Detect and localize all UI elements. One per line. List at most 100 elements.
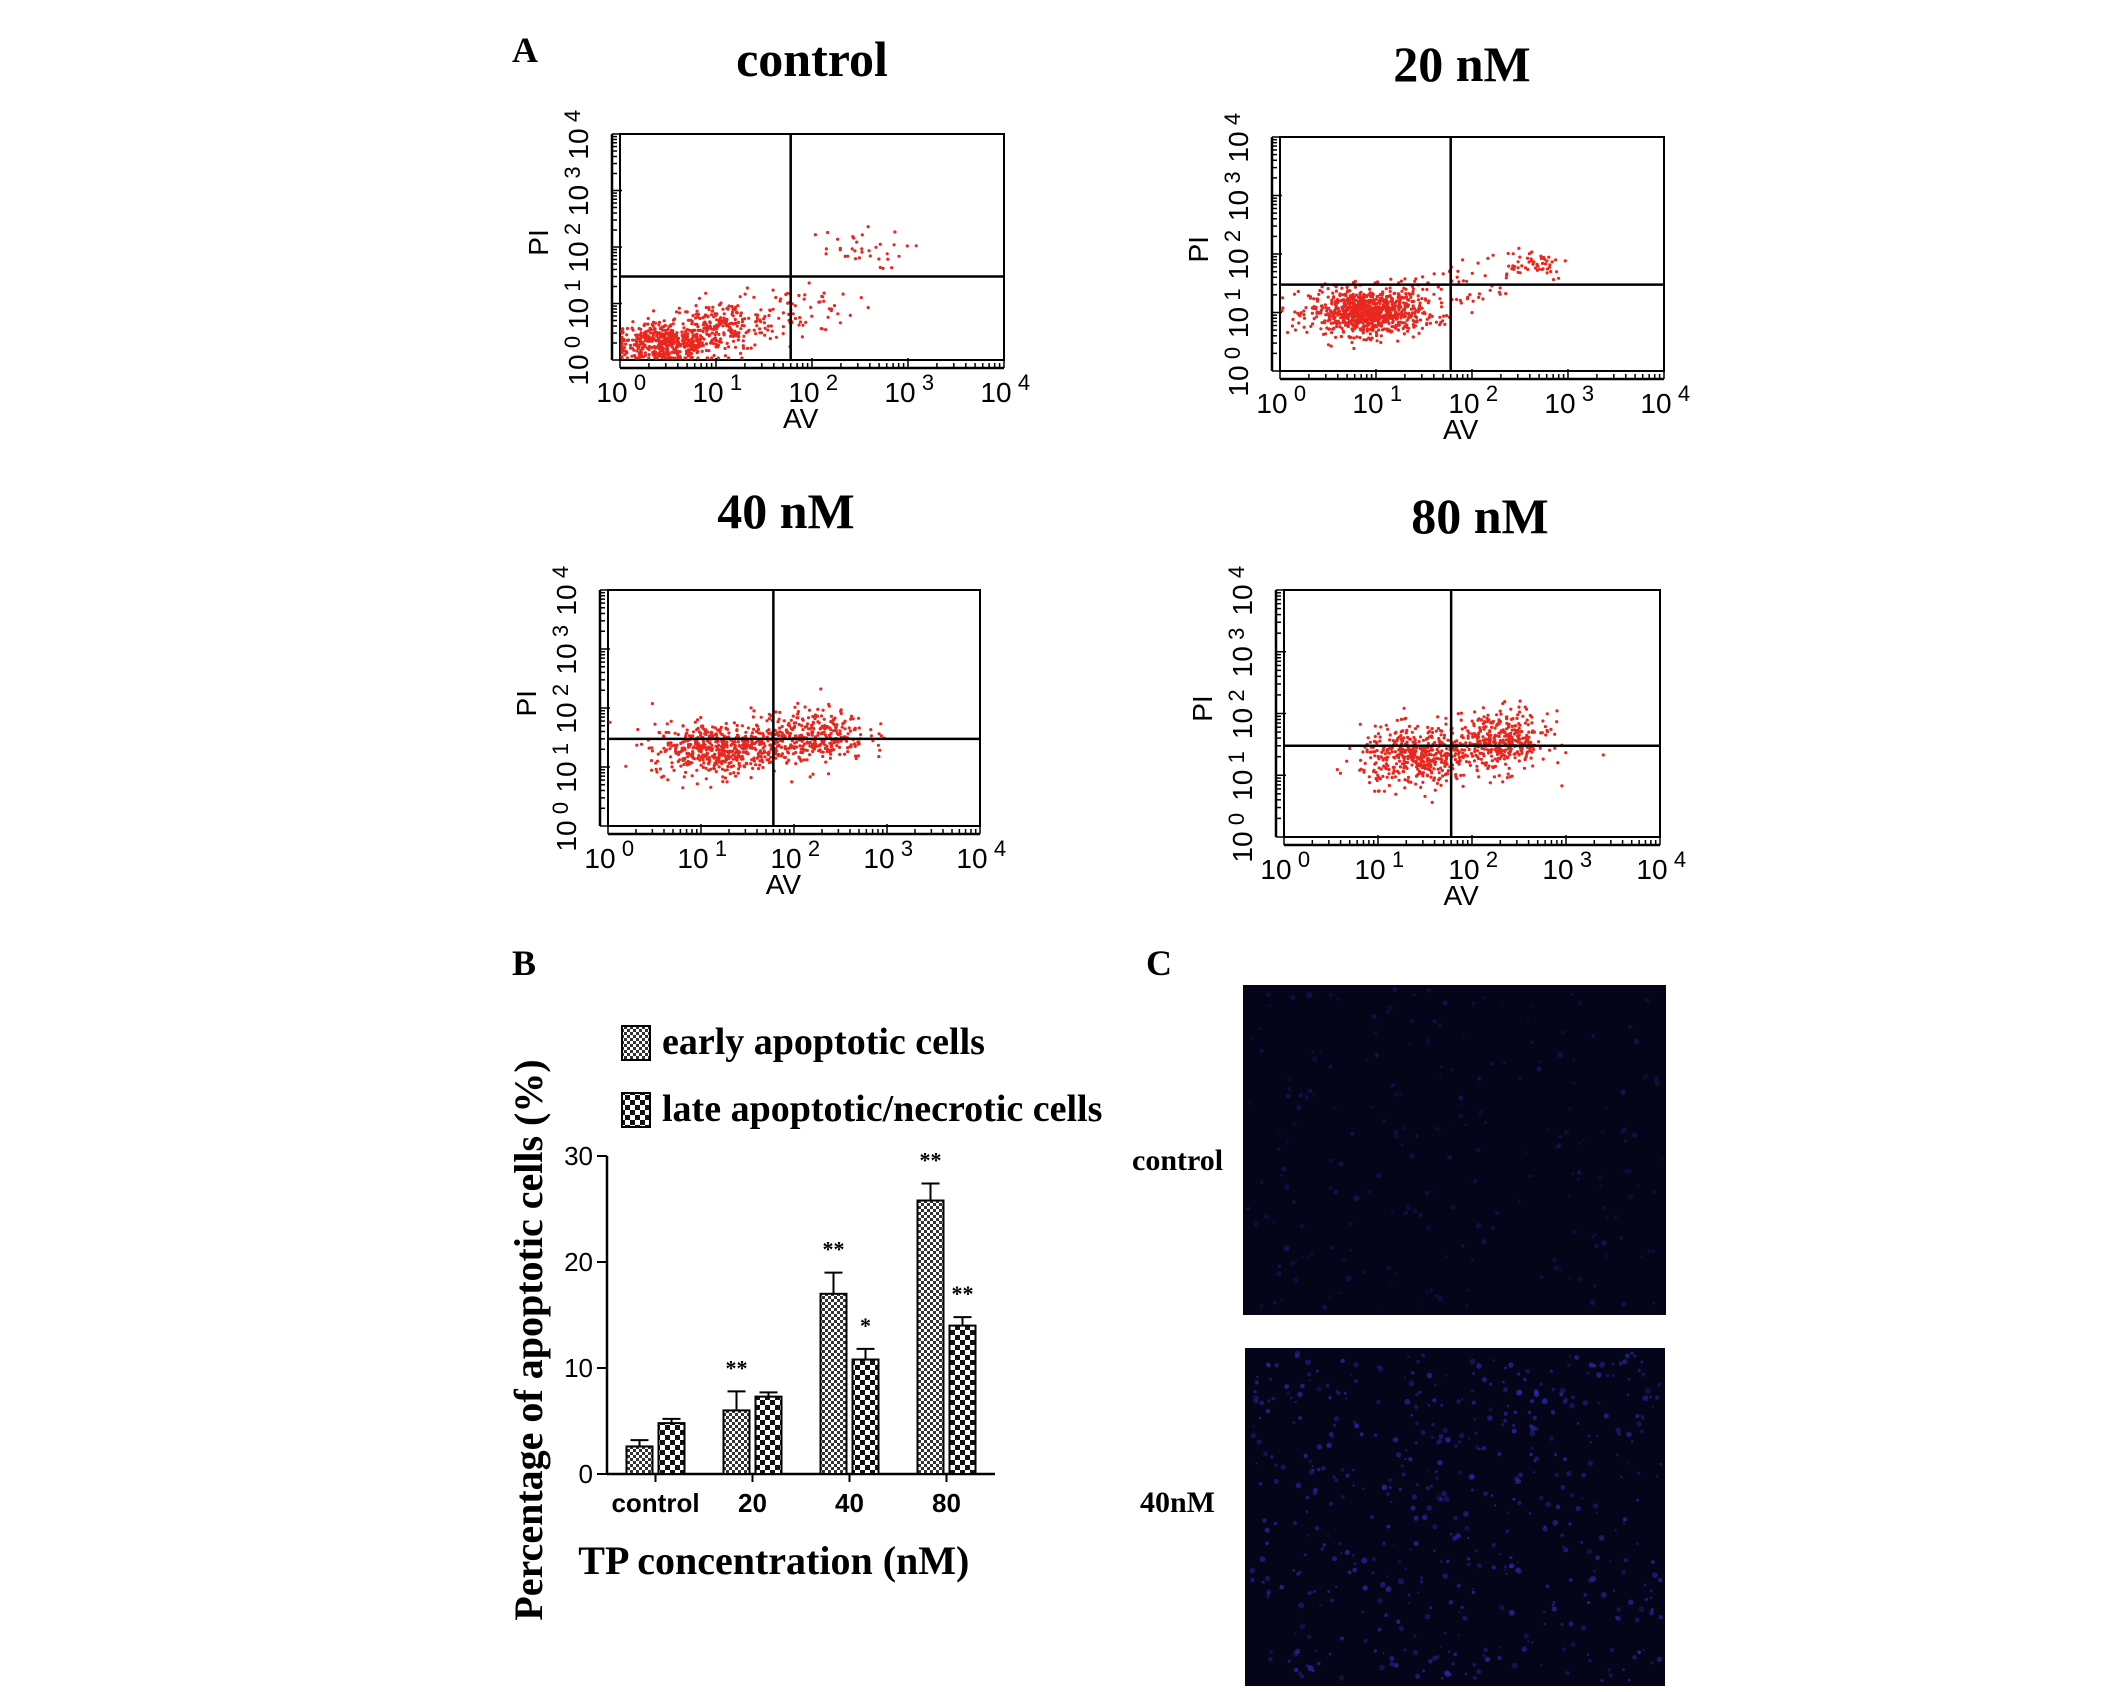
cell-dot [1523,1633,1529,1639]
event-dot [675,743,679,747]
cell-dot [1655,1395,1660,1400]
cell-dot [1328,992,1334,997]
event-dot [723,754,727,758]
event-dot [1498,731,1502,735]
event-dot [836,237,840,241]
event-dot [647,336,651,340]
event-dot [1481,735,1485,739]
cell-dot [1337,1291,1341,1295]
cell-dot [1458,1610,1461,1614]
event-dot [1530,730,1534,735]
event-dot [703,320,707,324]
event-dot [625,326,630,331]
legend-label: early apoptotic cells [662,1021,985,1063]
event-dot [1340,305,1344,310]
event-dot [1345,285,1349,289]
event-dot [668,747,672,751]
y-tick-label: 10 [1227,831,1258,862]
bar-y-axis-label: Percentage of apoptotic cells (%) [506,1059,551,1620]
event-dot [1505,776,1509,780]
event-dot [1530,250,1534,254]
event-dot [1404,295,1408,299]
cell-dot [1474,1549,1478,1553]
event-dot [683,356,687,360]
event-dot [701,329,705,334]
event-dot [827,772,831,776]
cell-dot [1576,1421,1580,1425]
event-dot [693,347,698,352]
cell-dot [1348,1221,1353,1226]
event-dot [1419,785,1423,790]
event-dot [1367,775,1371,779]
panel-c-letter: C [1146,943,1172,983]
cell-dot [1554,1144,1560,1150]
event-dot [1317,292,1321,296]
cell-dot [1508,1609,1515,1616]
cell-dot [1381,1484,1388,1491]
cell-dot [1517,1372,1521,1376]
event-dot [1521,714,1525,718]
event-dot [1506,734,1510,739]
event-dot [1342,315,1346,319]
event-dot [860,247,864,251]
event-dot [1491,765,1495,769]
event-dot [691,314,695,318]
cell-dot [1482,996,1486,1000]
event-dot [1442,733,1447,737]
event-dot [1346,323,1350,327]
event-dot [1438,315,1442,319]
event-dot [1420,297,1424,301]
event-dot [704,766,708,771]
event-dot [728,772,732,776]
event-dot [1536,264,1540,268]
cell-dot [1425,1486,1430,1491]
event-dot [1372,302,1376,306]
event-dot [824,746,828,751]
event-dot [1421,780,1425,785]
event-dot [1355,305,1359,309]
event-dot [636,727,640,732]
event-dot [1445,753,1449,757]
event-dot [1387,751,1391,755]
event-dot [1414,309,1418,313]
event-dot [1373,789,1377,793]
cell-dot [1560,1533,1564,1537]
y-tick-exponent: 3 [548,625,573,637]
event-dot [1384,723,1388,727]
event-dot [1404,301,1408,305]
cell-dot [1523,1377,1527,1382]
event-dot [1355,319,1359,323]
cell-dot [1265,1541,1269,1546]
cell-dot [1408,1380,1415,1387]
event-dot [1516,266,1520,270]
event-dot [1374,315,1378,319]
y-tick-label: 10 [1227,770,1258,801]
cell-dot [1318,1050,1322,1055]
cell-dot [1293,1521,1298,1526]
cell-dot [1376,1365,1381,1369]
event-dot [767,717,771,721]
event-dot [1338,293,1342,298]
event-dot [733,740,737,744]
event-dot [701,758,705,762]
cell-dot [1598,1175,1604,1181]
cell-dot [1294,1353,1300,1359]
cell-dot [1353,1195,1360,1202]
event-dot [816,731,820,735]
event-dot [1476,261,1480,265]
event-dot [1396,328,1400,332]
y-tick-label: 10 [563,185,594,216]
cell-dot [1448,1600,1454,1605]
cell-dot [1319,1604,1322,1607]
cell-dot [1433,1019,1438,1024]
event-dot [690,774,694,778]
cell-dot [1439,1073,1442,1076]
event-dot [712,353,716,358]
event-dot [1446,738,1450,742]
event-dot [1342,320,1346,325]
cell-dot [1371,1557,1376,1562]
event-dot [1373,734,1377,739]
event-dot [1406,775,1411,780]
cell-dot [1506,1511,1510,1515]
event-dot [1346,317,1350,321]
